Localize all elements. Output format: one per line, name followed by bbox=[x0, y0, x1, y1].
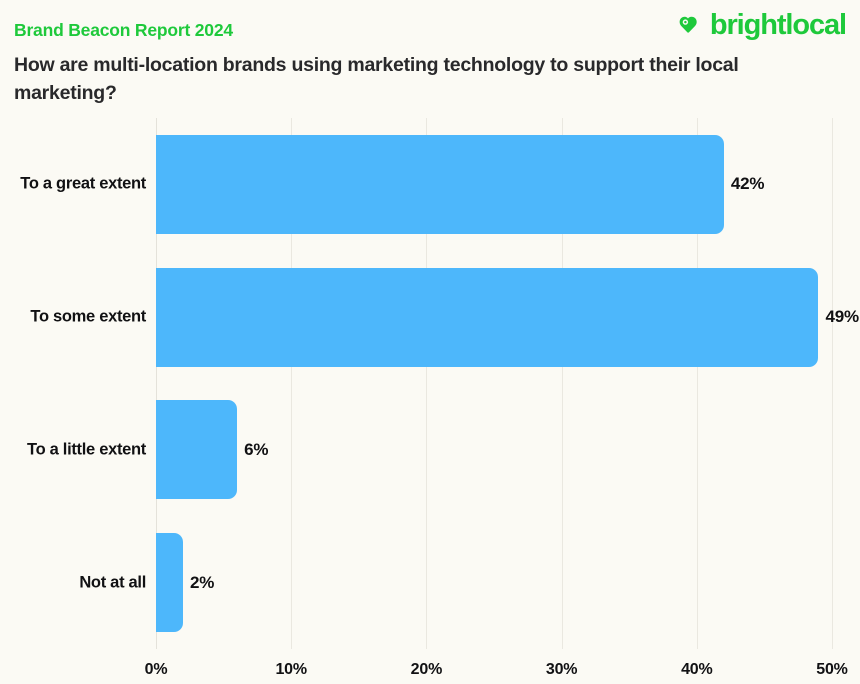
brightlocal-logo: brightlocal bbox=[678, 9, 847, 41]
page-title: How are multi-location brands using mark… bbox=[14, 54, 739, 104]
bar-row: To some extent 49% bbox=[30, 267, 859, 367]
gridline bbox=[426, 118, 428, 649]
bar[interactable] bbox=[156, 267, 819, 367]
x-axis-tick-label: 10% bbox=[275, 661, 307, 678]
category-label: To a great extent bbox=[20, 174, 146, 193]
x-axis-tick-label: 30% bbox=[545, 661, 578, 678]
bar[interactable] bbox=[156, 400, 238, 500]
x-axis: 0% 10% 20% 30% 40% 50% bbox=[145, 649, 848, 684]
location-pin-heart-icon bbox=[678, 13, 704, 39]
bar-row: To a little extent 6% bbox=[27, 400, 832, 500]
gridline bbox=[832, 118, 833, 649]
category-label: To some extent bbox=[30, 307, 146, 326]
bar-row: Not at all 2% bbox=[79, 533, 832, 633]
bar[interactable] bbox=[156, 533, 184, 633]
bar[interactable] bbox=[156, 134, 724, 234]
x-axis-tick-label: 50% bbox=[816, 661, 848, 678]
bar-chart: To a great extent 42% To some extent 49% To … bbox=[0, 118, 860, 684]
gridline bbox=[561, 118, 563, 649]
bar-value-label: 49% bbox=[825, 307, 859, 327]
gridline bbox=[696, 118, 698, 649]
logo-wordmark: brightlocal bbox=[709, 9, 847, 41]
bar-value-label: 2% bbox=[190, 572, 215, 592]
bar-value-label: 42% bbox=[730, 174, 765, 194]
category-label: To a little extent bbox=[27, 440, 146, 459]
bar-row: To a great extent 42% bbox=[20, 134, 832, 234]
x-axis-tick-label: 0% bbox=[144, 661, 168, 678]
chart-header: Brand Beacon Report 2024 brightlocal How… bbox=[0, 0, 860, 118]
x-axis-tick-label: 20% bbox=[410, 661, 443, 678]
gridline bbox=[291, 118, 293, 649]
category-label: Not at all bbox=[79, 573, 146, 592]
x-axis-tick-label: 40% bbox=[681, 661, 713, 678]
bar-value-label: 6% bbox=[244, 439, 269, 459]
plot-area: To a great extent 42% To some extent 49% To … bbox=[20, 118, 859, 649]
report-label: Brand Beacon Report 2024 bbox=[14, 20, 233, 40]
gridline bbox=[156, 118, 157, 649]
